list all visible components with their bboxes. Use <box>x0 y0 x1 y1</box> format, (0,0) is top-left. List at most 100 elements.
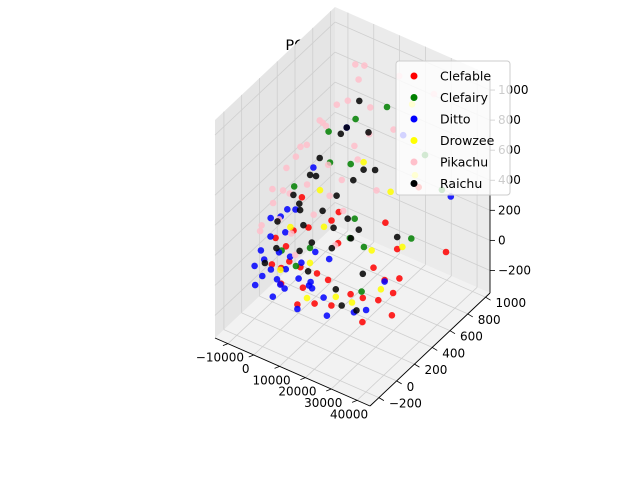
legend-frame <box>395 60 511 196</box>
data-point <box>360 158 367 166</box>
data-point <box>367 104 374 111</box>
grid-line-y <box>259 295 415 365</box>
data-point <box>261 259 269 267</box>
legend-label: Drowzee <box>440 133 495 148</box>
data-point <box>347 160 355 168</box>
data-point <box>258 222 265 229</box>
grid-line-y <box>330 228 486 298</box>
legend-marker <box>410 158 418 166</box>
data-point <box>332 293 340 301</box>
data-point <box>282 229 289 236</box>
y-tick-label: 800 <box>478 313 501 327</box>
data-point <box>282 243 290 250</box>
data-point <box>272 234 279 242</box>
data-point <box>294 305 301 313</box>
data-point <box>338 302 346 309</box>
data-point <box>354 156 362 163</box>
data-point <box>358 288 365 295</box>
data-point <box>371 166 379 174</box>
data-point <box>303 181 311 188</box>
data-point <box>333 101 341 108</box>
data-point <box>282 265 290 273</box>
data-point <box>338 176 346 184</box>
data-point <box>362 306 370 314</box>
data-point <box>332 286 340 293</box>
data-point <box>306 171 314 179</box>
y-tick <box>414 363 420 368</box>
grid-line-y <box>223 329 380 398</box>
z-tick-label: 200 <box>498 203 521 217</box>
data-point <box>388 312 396 319</box>
data-point <box>311 300 318 307</box>
data-point <box>343 124 351 131</box>
data-point <box>269 199 277 207</box>
data-point <box>277 266 284 274</box>
y-tick-label: 600 <box>460 330 483 344</box>
data-point <box>298 259 305 267</box>
data-point <box>330 224 337 232</box>
data-point <box>324 161 332 169</box>
data-point <box>328 302 335 309</box>
data-point <box>297 143 304 151</box>
y-tick <box>378 397 385 401</box>
data-point <box>300 221 307 229</box>
data-point <box>251 262 258 270</box>
data-point <box>352 61 359 68</box>
data-point <box>348 299 356 306</box>
x-tick <box>326 388 332 392</box>
grid-line-x <box>356 287 478 401</box>
data-point <box>320 223 328 231</box>
data-point <box>389 289 397 297</box>
grid-line-z <box>214 21 336 136</box>
data-point <box>333 192 340 199</box>
x-tick-label: 10000 <box>252 373 290 387</box>
data-point <box>319 207 326 215</box>
data-point <box>269 293 277 301</box>
x-tick-label: 20000 <box>278 385 316 399</box>
grid-line-x <box>227 230 349 344</box>
data-point <box>347 235 355 242</box>
data-point <box>291 251 299 259</box>
grid-line-x <box>253 241 375 356</box>
grid-line-z <box>334 172 491 241</box>
legend-label: Clefable <box>440 69 491 84</box>
z-tick-label: 0 <box>498 233 506 247</box>
data-point <box>325 128 332 135</box>
data-point <box>267 233 274 240</box>
data-point <box>355 226 363 233</box>
data-point <box>312 172 320 180</box>
data-point <box>356 97 363 105</box>
data-point <box>352 115 359 123</box>
axes-3d: −10000010000200003000040000−200020040060… <box>196 7 531 421</box>
data-point <box>359 294 367 302</box>
data-point <box>268 261 276 268</box>
grid-line-z <box>214 111 336 226</box>
grid-line-y <box>294 262 451 332</box>
data-point <box>305 224 312 231</box>
data-point <box>251 281 259 289</box>
legend-marker <box>410 72 418 80</box>
data-point <box>292 153 300 160</box>
data-point <box>298 194 306 201</box>
x-tick <box>351 399 358 403</box>
data-point <box>284 206 291 213</box>
data-point <box>350 176 357 184</box>
data-point <box>310 211 318 218</box>
left-pane <box>215 7 335 338</box>
data-point <box>304 268 312 275</box>
data-point <box>382 219 389 226</box>
x-tick <box>248 354 254 358</box>
data-point <box>279 187 287 194</box>
grid-line-z <box>214 172 336 286</box>
y-tick-label: 400 <box>442 346 465 360</box>
data-point <box>306 259 314 267</box>
data-point <box>290 183 298 190</box>
data-point <box>313 270 321 277</box>
data-point <box>323 312 331 320</box>
data-point <box>286 253 294 260</box>
x-tick-label: 0 <box>242 362 250 376</box>
data-point <box>337 130 345 138</box>
data-point <box>353 307 360 314</box>
data-point <box>351 142 358 150</box>
